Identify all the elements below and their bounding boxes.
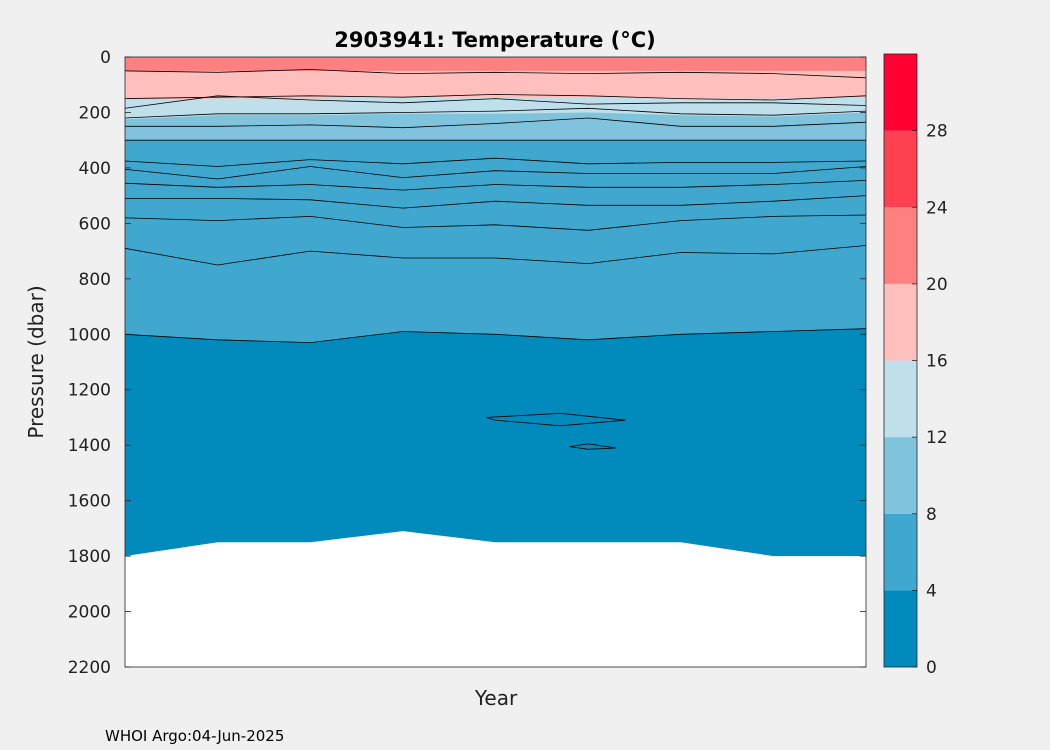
- y-tick-label: 400: [79, 159, 111, 179]
- y-tick-label: 600: [79, 214, 111, 234]
- credit-text: WHOI Argo:04-Jun-2025: [105, 727, 284, 745]
- contour-line-8: [124, 180, 867, 191]
- closed-contour-1: [569, 443, 616, 450]
- colorbar-bin-28: [884, 54, 917, 131]
- colorbar: 0 4 8 12 16 20 24 28: [883, 53, 948, 678]
- y-axis: 0 200 400 600 800 1000 1200 1400 1600 1800 2000 220…: [68, 48, 866, 678]
- closed-contour-0: [486, 412, 626, 427]
- colorbar-tick-label: 24: [926, 198, 948, 218]
- plot-area: [124, 56, 867, 668]
- colorbar-tick-label: 12: [926, 428, 948, 448]
- colorbar-bin-20: [884, 207, 917, 284]
- contour-line-6: [124, 157, 867, 167]
- y-tick-label: 1400: [68, 436, 111, 456]
- contour-line-3: [124, 107, 867, 119]
- y-tick-label: 2200: [68, 658, 111, 678]
- y-tick-label: 200: [79, 103, 111, 123]
- y-axis-label: Pressure (dbar): [24, 285, 48, 438]
- colorbar-tick-label: 4: [926, 581, 937, 601]
- colorbar-bin-8: [884, 437, 917, 514]
- colorbar-bin-4: [884, 513, 917, 591]
- contour-line-10: [124, 214, 867, 231]
- contour-line-12: [124, 328, 867, 344]
- contour-line-11: [124, 245, 867, 266]
- contour-line-9: [125, 195, 867, 209]
- x-axis-label: Year: [474, 686, 518, 710]
- contour-line-1: [124, 93, 867, 101]
- colorbar-tick-label: 28: [926, 122, 948, 142]
- colorbar-tick-label: 0: [926, 658, 937, 678]
- y-tick-label: 2000: [68, 603, 111, 623]
- contour-line-0: [124, 69, 867, 79]
- contour-line-7: [124, 166, 867, 180]
- colorbar-bin-16: [884, 283, 917, 361]
- y-tick-label: 1200: [68, 381, 111, 401]
- chart-title: 2903941: Temperature (°C): [334, 28, 655, 52]
- colorbar-tick-label: 20: [926, 275, 948, 295]
- y-tick-label: 0: [100, 48, 111, 68]
- y-tick-label: 800: [79, 270, 111, 290]
- contour-line-2: [124, 95, 867, 109]
- contour-line-4: [125, 117, 867, 129]
- filled-band-20: [125, 57, 866, 71]
- colorbar-tick-label: 16: [926, 352, 948, 372]
- colorbar-tick-label: 8: [926, 505, 937, 525]
- y-tick-label: 1000: [68, 325, 111, 345]
- y-tick-label: 1600: [68, 492, 111, 512]
- colorbar-bin-24: [884, 130, 917, 208]
- y-tick-label: 1800: [68, 547, 111, 567]
- colorbar-bin-0: [884, 590, 917, 667]
- colorbar-bin-12: [884, 360, 917, 438]
- plot-frame: [124, 56, 867, 668]
